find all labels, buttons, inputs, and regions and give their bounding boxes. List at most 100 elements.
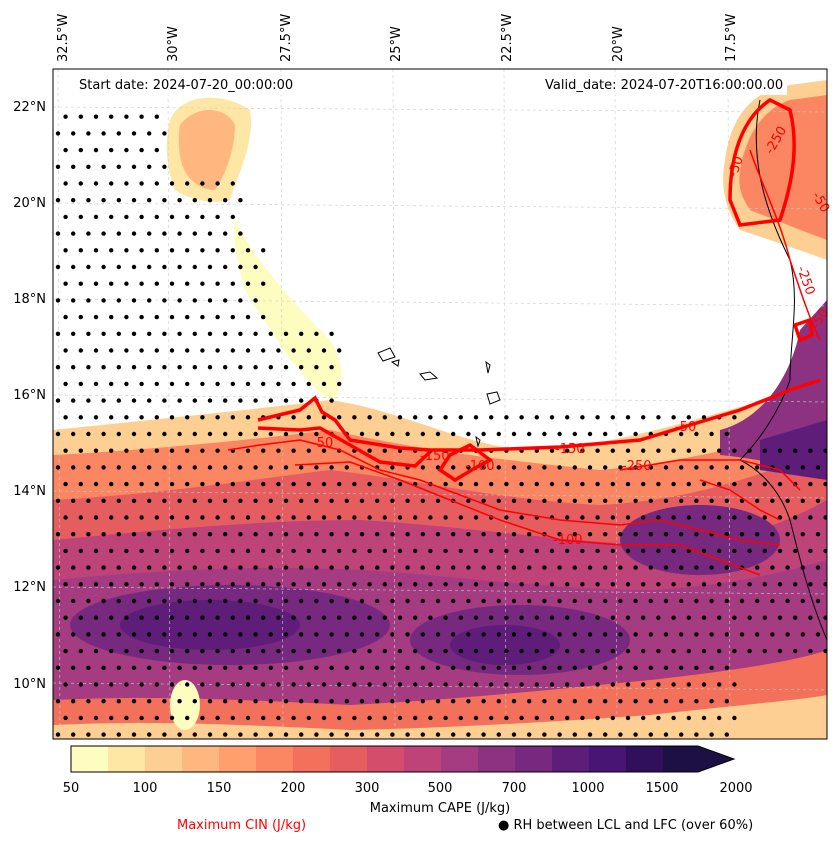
lon-label: 30°W [166,26,181,62]
rh-dot [131,665,137,670]
rh-dot [519,515,524,520]
rh-dot [124,281,129,286]
rh-dot [299,398,304,403]
rh-dot [306,481,311,487]
rh-dot [732,615,737,620]
rh-dot [405,532,410,537]
rh-dot [78,281,84,286]
rh-dot [230,314,235,320]
lat-label: 10°N [13,677,46,692]
rh-dot [124,615,129,620]
rh-dot [549,715,555,721]
rh-dot [147,665,152,670]
rh-dot [86,131,91,136]
rh-dot [261,381,266,387]
rh-dot [139,448,144,453]
rh-dot [496,431,501,437]
rh-dot [701,648,707,654]
rh-dot [314,598,319,604]
rh-dot [71,365,76,370]
rh-dot [648,498,653,503]
rh-dot [724,665,729,670]
rh-dot [321,615,327,620]
rh-dot [215,415,220,420]
rh-dot [63,281,68,286]
rh-dot [762,481,767,487]
rh-dot [291,415,296,420]
rh-dot [777,481,783,487]
rh-dot [321,448,327,453]
rh-dot [382,648,387,654]
rh-dot [451,465,456,470]
rh-dot [382,481,387,487]
rh-dot [527,565,532,570]
rh-dot [55,231,61,236]
rh-dot [732,715,737,721]
rh-dot [238,331,243,336]
lon-axis: 32.5°W 30°W 27.5°W 25°W 22.5°W 20°W 17.5… [56,14,739,62]
rh-dot [154,715,159,721]
rh-dot [109,381,114,387]
cin-label: -250 [622,459,652,474]
rh-dot [223,331,228,336]
rh-dot [405,431,410,437]
rh-dot [314,632,319,637]
rh-dot [78,114,84,119]
rh-dot [747,515,752,520]
rh-dot [511,632,517,637]
rh-dot [131,465,137,470]
rh-dot [169,515,175,520]
rh-dot [557,431,562,437]
rh-dot [732,448,737,453]
rh-dot [648,532,653,537]
rh-dot [177,231,182,236]
rh-dot [116,331,122,336]
rh-dot [504,715,509,721]
rh-dot [466,699,471,704]
rh-dot [291,682,296,687]
rh-dot [124,682,129,687]
rh-dot [337,348,342,353]
rh-dot [306,715,311,721]
rh-dot [572,665,577,670]
rh-dot [268,565,273,570]
rh-dot [230,281,235,286]
rh-dot [268,498,273,503]
rh-dot [694,699,699,704]
rh-dot [321,415,327,420]
rh-dot [276,348,281,353]
colorbar-tick: 100 [132,781,158,796]
rh-dot [86,398,91,403]
rh-dot [800,498,805,503]
rh-dot [124,214,129,220]
rh-dot [116,398,122,403]
rh-dot [595,582,600,587]
rh-dot [268,632,273,637]
rh-dot [154,615,159,620]
map-frame [52,68,828,740]
rh-dot [443,548,448,554]
rh-dot [603,498,608,503]
rh-dot [154,448,159,453]
rh-dot [71,231,76,236]
rh-dot [694,565,699,570]
rh-dot [223,264,228,270]
rh-dot [375,532,380,537]
rh-dot [686,481,691,487]
colorbar-swatch [367,746,405,772]
rh-dot [808,448,813,453]
rh-dot [116,498,122,503]
rh-dot [443,615,448,620]
rh-dot [451,665,456,670]
rh-dot [78,715,84,721]
rh-dot [793,615,798,620]
rh-dot [610,448,615,453]
rh-dot [299,632,304,637]
rh-dot [762,448,767,453]
rh-dot [124,415,129,420]
rh-dot [154,281,159,286]
rh-dot [610,582,615,587]
rh-dot [481,699,486,704]
rh-dot [390,632,395,637]
rh-dot [625,682,631,687]
